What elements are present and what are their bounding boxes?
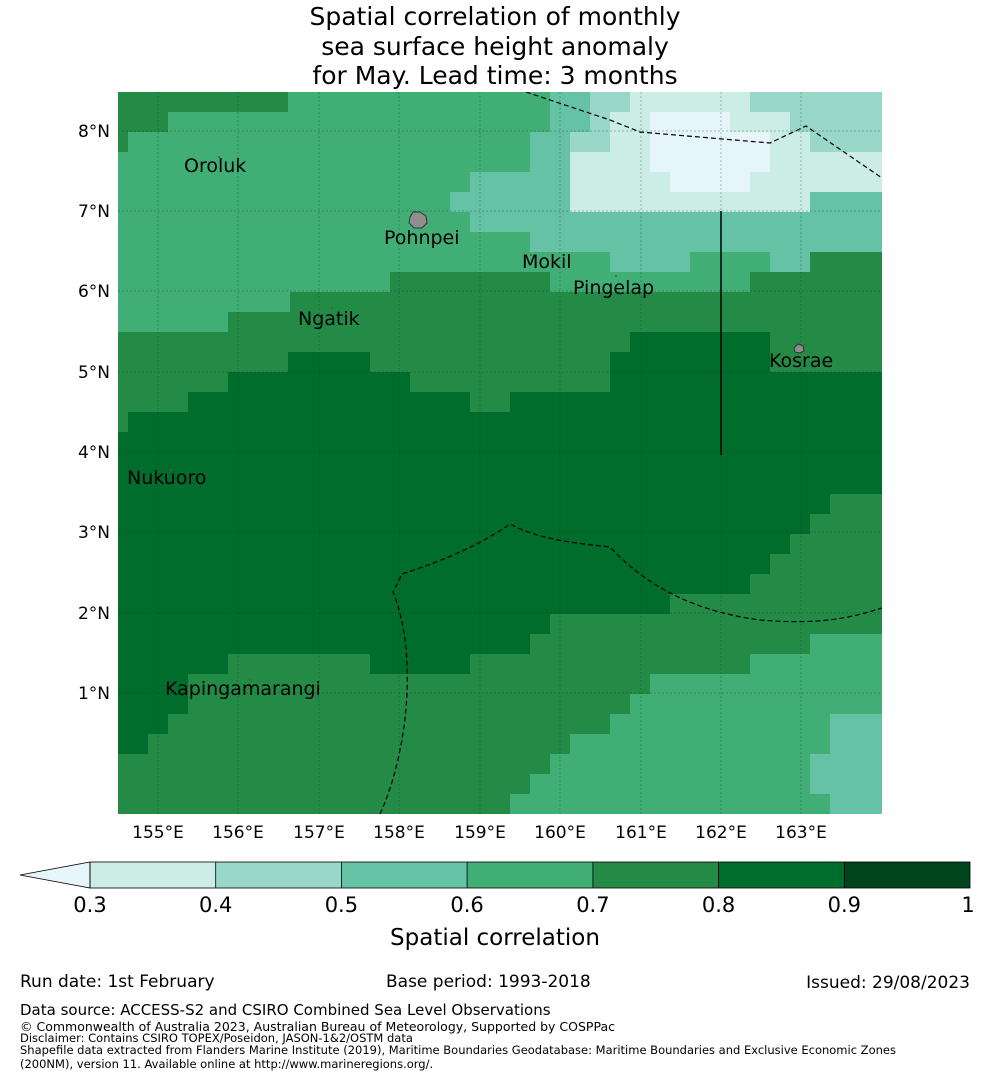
lat-tick: 6°N: [78, 282, 110, 302]
field-region-0.7-topleft-2: [118, 112, 168, 132]
shapefile-credit-line-2: (200NM), version 11. Available online at…: [20, 1057, 434, 1071]
lon-tick: 155°E: [132, 823, 184, 843]
data-source: Data source: ACCESS-S2 and CSIRO Combine…: [20, 1001, 551, 1019]
colorbar-tick: 0.8: [702, 893, 735, 917]
place-labels: Oroluk Pohnpei Mokil Pingelap Ngatik Kos…: [127, 155, 833, 700]
colorbar-tick: 0.4: [199, 893, 232, 917]
lon-tick: 161°E: [615, 823, 667, 843]
map-title: Spatial correlation of monthly sea surfa…: [0, 2, 990, 91]
eez-boundaries: [379, 92, 882, 814]
field-region-0.6-lower: [510, 634, 882, 814]
field-region-below-0.3: [650, 112, 770, 192]
lat-tick: 3°N: [78, 523, 110, 543]
place-label-nukuoro: Nukuoro: [127, 467, 206, 489]
latitude-ticks: 8°N 7°N 6°N 5°N 4°N 3°N 2°N 1°N: [78, 122, 110, 704]
colorbar-tick: 0.7: [576, 893, 609, 917]
issued-date: Issued: 29/08/2023: [806, 973, 970, 993]
colorbar-tick: 0.5: [325, 893, 358, 917]
colorbar-label: Spatial correlation: [390, 925, 600, 951]
colorbar-segment: [215, 862, 342, 888]
lat-tick: 4°N: [78, 443, 110, 463]
grid-lines: [118, 92, 882, 814]
field-region-0.7-topleft-3: [118, 132, 128, 152]
place-label-pohnpei: Pohnpei: [384, 227, 460, 249]
ngatik-island: [331, 307, 333, 309]
colorbar-outline: [89, 861, 971, 889]
lat-tick: 7°N: [78, 202, 110, 222]
copyright: © Commonwealth of Australia 2023, Austra…: [20, 1019, 615, 1034]
lon-tick: 163°E: [775, 823, 827, 843]
oroluk-island: [218, 156, 220, 158]
colorbar: 0.3 0.4 0.5 0.6 0.7 0.8 0.9 1 Spatial co…: [19, 861, 975, 951]
lat-tick: 1°N: [78, 684, 110, 704]
base-period: Base period: 1993-2018: [386, 972, 591, 992]
disclaimer: Disclaimer: Contains CSIRO TOPEX/Poseido…: [20, 1031, 413, 1045]
eez-boundary-north: [525, 92, 882, 179]
pohnpei-island: [408, 211, 428, 229]
longitude-ticks: 155°E 156°E 157°E 158°E 159°E 160°E 161°…: [132, 823, 827, 843]
title-line-3: for May. Lead time: 3 months: [312, 61, 678, 90]
field-region-0.7-topleft: [118, 92, 288, 112]
kapingamarangi-island: [249, 679, 251, 681]
colorbar-tick: 0.9: [828, 893, 861, 917]
colorbar-segment: [341, 862, 468, 888]
nukuoro-island: [170, 469, 172, 471]
colorbar-segment: [592, 862, 719, 888]
place-label-pingelap: Pingelap: [573, 277, 654, 299]
colorbar-segment: [844, 862, 970, 888]
lon-tick: 159°E: [454, 823, 506, 843]
colorbar-tick: 1: [961, 893, 974, 917]
place-label-kapingamarangi: Kapingamarangi: [165, 678, 321, 700]
lon-tick: 160°E: [534, 823, 586, 843]
colorbar-tick: 0.3: [73, 893, 106, 917]
colorbar-ticks: 0.3 0.4 0.5 0.6 0.7 0.8 0.9 1: [73, 893, 974, 917]
correlation-field: [118, 92, 882, 814]
title-line-2: sea surface height anomaly: [321, 31, 669, 61]
place-label-mokil: Mokil: [522, 251, 572, 273]
lat-tick: 2°N: [78, 604, 110, 624]
pingelap-island: [615, 275, 617, 277]
mokil-island: [530, 254, 532, 256]
colorbar-segment: [718, 862, 845, 888]
shapefile-credit-line-1: Shapefile data extracted from Flanders M…: [20, 1043, 896, 1057]
lon-tick: 157°E: [293, 823, 345, 843]
place-label-kosrae: Kosrae: [769, 350, 833, 372]
place-label-ngatik: Ngatik: [298, 308, 360, 330]
colorbar-extend-arrow: [19, 861, 91, 889]
colorbar-segment: [467, 862, 593, 888]
field-region-0.8: [118, 332, 882, 754]
lon-tick: 162°E: [695, 823, 747, 843]
lon-tick: 156°E: [212, 823, 264, 843]
field-region-0.5-lower: [810, 714, 882, 814]
eez-boundary-south-central: [379, 523, 882, 814]
colorbar-tick: 0.6: [450, 893, 483, 917]
lat-tick: 8°N: [78, 122, 110, 142]
lat-tick: 5°N: [78, 363, 110, 383]
lon-tick: 158°E: [373, 823, 425, 843]
kosrae-island: [793, 343, 805, 354]
run-date: Run date: 1st February: [20, 972, 215, 992]
title-line-1: Spatial correlation of monthly: [309, 2, 681, 31]
place-label-oroluk: Oroluk: [184, 155, 246, 177]
colorbar-segment: [90, 862, 216, 888]
